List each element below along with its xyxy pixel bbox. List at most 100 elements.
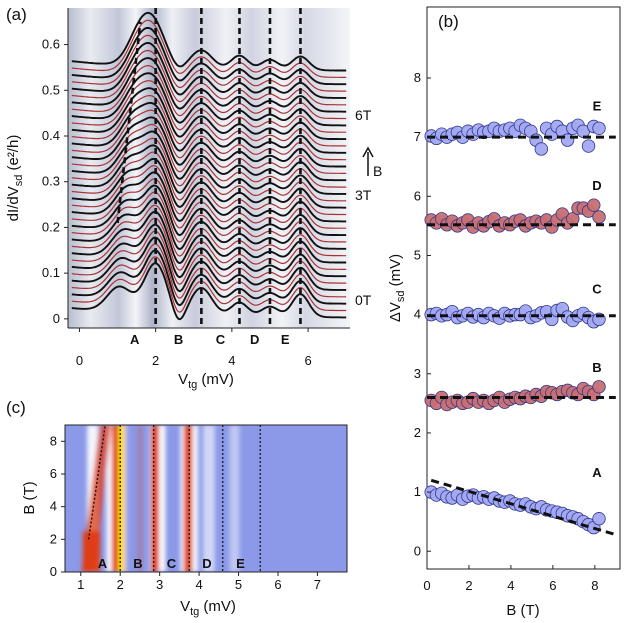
data-point-B xyxy=(592,380,606,394)
panel-b-x-tick-label: 0 xyxy=(423,578,430,593)
region-label: D xyxy=(202,556,211,571)
panel-b-x-tick-label: 2 xyxy=(465,578,472,593)
panel-a-x-tick-label: 0 xyxy=(76,353,83,368)
panel-a-x-tick-label: 2 xyxy=(152,353,159,368)
panel-c-x-tick-label: 7 xyxy=(314,577,321,592)
series-label-D: D xyxy=(592,178,601,193)
panel-b-y-tick-label: 5 xyxy=(414,247,421,262)
conductance-curve xyxy=(71,101,347,154)
conductance-curve xyxy=(71,164,347,216)
heat-band-f-halo xyxy=(229,425,240,572)
panel-c-x-tick-label: 5 xyxy=(235,577,242,592)
panel-b-y-tick-label: 6 xyxy=(414,188,421,203)
conductance-curve xyxy=(71,80,347,133)
region-label: A xyxy=(98,556,108,571)
panel-b-x-tick-label: 6 xyxy=(549,578,556,593)
series-label-C: C xyxy=(592,282,602,297)
panel-a-y-tick-label: 0.6 xyxy=(42,37,60,52)
panel-c-y-tick-label: 0 xyxy=(50,564,57,579)
panel-a-y-tick-label: 0.1 xyxy=(42,265,60,280)
panel-c-y-tick-label: 8 xyxy=(50,433,57,448)
slanted-resonance-dotted-line xyxy=(87,424,106,540)
panel-a-x-tick-label: 6 xyxy=(304,353,311,368)
panel-c-x-tick-label: 3 xyxy=(156,577,163,592)
panel-a-label: (a) xyxy=(6,5,27,24)
panel-c-xlabel: Vtg (mV) xyxy=(180,598,236,618)
series-label-B: B xyxy=(592,360,601,375)
panel-b-xlabel: B (T) xyxy=(506,602,539,619)
fit-line-A xyxy=(430,478,617,537)
conductance-curve xyxy=(71,243,347,299)
heat-band-a-low-field xyxy=(82,531,101,572)
conductance-curve xyxy=(71,204,347,257)
conductance-curve xyxy=(71,34,347,92)
panel-c-y-tick-label: 2 xyxy=(50,531,57,546)
data-point-D xyxy=(592,210,606,224)
panel-a-overlays: A B C D E 6T 3T 0T B xyxy=(116,8,382,347)
panel-b-frame xyxy=(426,6,621,570)
region-label: B xyxy=(174,332,183,347)
conductance-curve xyxy=(71,144,347,195)
panel-b-y-tick-label: 8 xyxy=(414,70,421,85)
region-label: B xyxy=(133,556,142,571)
heat-band-d-core xyxy=(183,425,193,572)
panel-a-y-tick-label: 0.2 xyxy=(42,219,60,234)
panel-b-content: A B C D E 0 2 4 6 8 0 1 2 3 4 5 6 7 8 xyxy=(414,70,617,593)
conductance-curve xyxy=(71,256,347,313)
data-point-E xyxy=(534,142,549,156)
heat-band-b-peak xyxy=(118,425,124,572)
panel-b-x-tick-label: 4 xyxy=(507,578,514,593)
heat-band-c-core xyxy=(150,425,159,572)
field-label: 3T xyxy=(355,187,372,203)
panel-c-x-tick-label: 6 xyxy=(274,577,281,592)
panel-c-x-tick-label: 1 xyxy=(77,577,84,592)
field-label: 0T xyxy=(355,292,372,308)
conductance-curve xyxy=(71,11,347,72)
region-label: A xyxy=(130,332,140,347)
panel-c-axes: 1 2 3 4 5 6 7 0 2 4 6 8 xyxy=(50,424,348,592)
conductance-curve xyxy=(71,123,347,174)
panel-c-overlays: A B C D E xyxy=(87,424,261,572)
panel-b-y-tick-label: 0 xyxy=(414,543,421,558)
series-label-A: A xyxy=(592,465,602,480)
heat-band-faint xyxy=(137,425,142,572)
region-label: C xyxy=(216,332,226,347)
panel-b-y-tick-label: 2 xyxy=(414,425,421,440)
panel-a-y-tick-label: 0.3 xyxy=(42,174,60,189)
panel-b-y-tick-label: 1 xyxy=(414,484,421,499)
heat-band-e-halo xyxy=(203,425,215,572)
panel-c-heatmap: A B C D E 1 2 3 4 5 6 7 0 2 4 6 8 (c) Vtg (mV) B (T) xyxy=(6,398,348,618)
panel-a-y-tick-label: 0.5 xyxy=(42,82,60,97)
panel-b-y-tick-label: 7 xyxy=(414,129,421,144)
field-arrow-label: B xyxy=(373,163,382,179)
data-point-A xyxy=(592,512,606,526)
panel-b-x-tick-label: 8 xyxy=(591,578,598,593)
region-label: D xyxy=(250,332,259,347)
panel-a-y-tick-label: 0 xyxy=(53,311,60,326)
data-point-E xyxy=(592,121,606,135)
panel-c-x-tick-label: 4 xyxy=(195,577,202,592)
panel-a-ylabel: dI/dVsd (e²/h) xyxy=(5,135,25,222)
panel-c-label: (c) xyxy=(6,398,26,417)
panel-a-y-tick-label: 0.4 xyxy=(42,128,60,143)
region-label: E xyxy=(281,332,290,347)
panel-b-peak-spacing: A B C D E 0 2 4 6 8 0 1 2 3 4 5 6 7 8 (b) B (T) ΔVsd (mV) xyxy=(387,6,621,619)
panel-a-x-tick-label: 4 xyxy=(228,353,235,368)
conductance-curve xyxy=(71,223,347,279)
slanted-resonance-dashed-line xyxy=(116,21,142,224)
panel-c-y-tick-label: 4 xyxy=(50,499,57,514)
data-point-E xyxy=(581,139,596,153)
conductance-curve xyxy=(71,262,347,321)
panel-b-y-tick-label: 3 xyxy=(414,366,421,381)
panel-b-label: (b) xyxy=(438,12,459,31)
conductance-curve xyxy=(71,236,347,293)
field-label: 6T xyxy=(355,107,372,123)
region-label: C xyxy=(167,556,177,571)
panel-c-ylabel: B (T) xyxy=(21,481,38,514)
conductance-curve xyxy=(71,184,347,237)
panel-c-x-tick-label: 2 xyxy=(117,577,124,592)
series-label-E: E xyxy=(593,98,602,113)
panel-c-frame xyxy=(64,424,348,573)
data-point-D xyxy=(587,198,601,212)
